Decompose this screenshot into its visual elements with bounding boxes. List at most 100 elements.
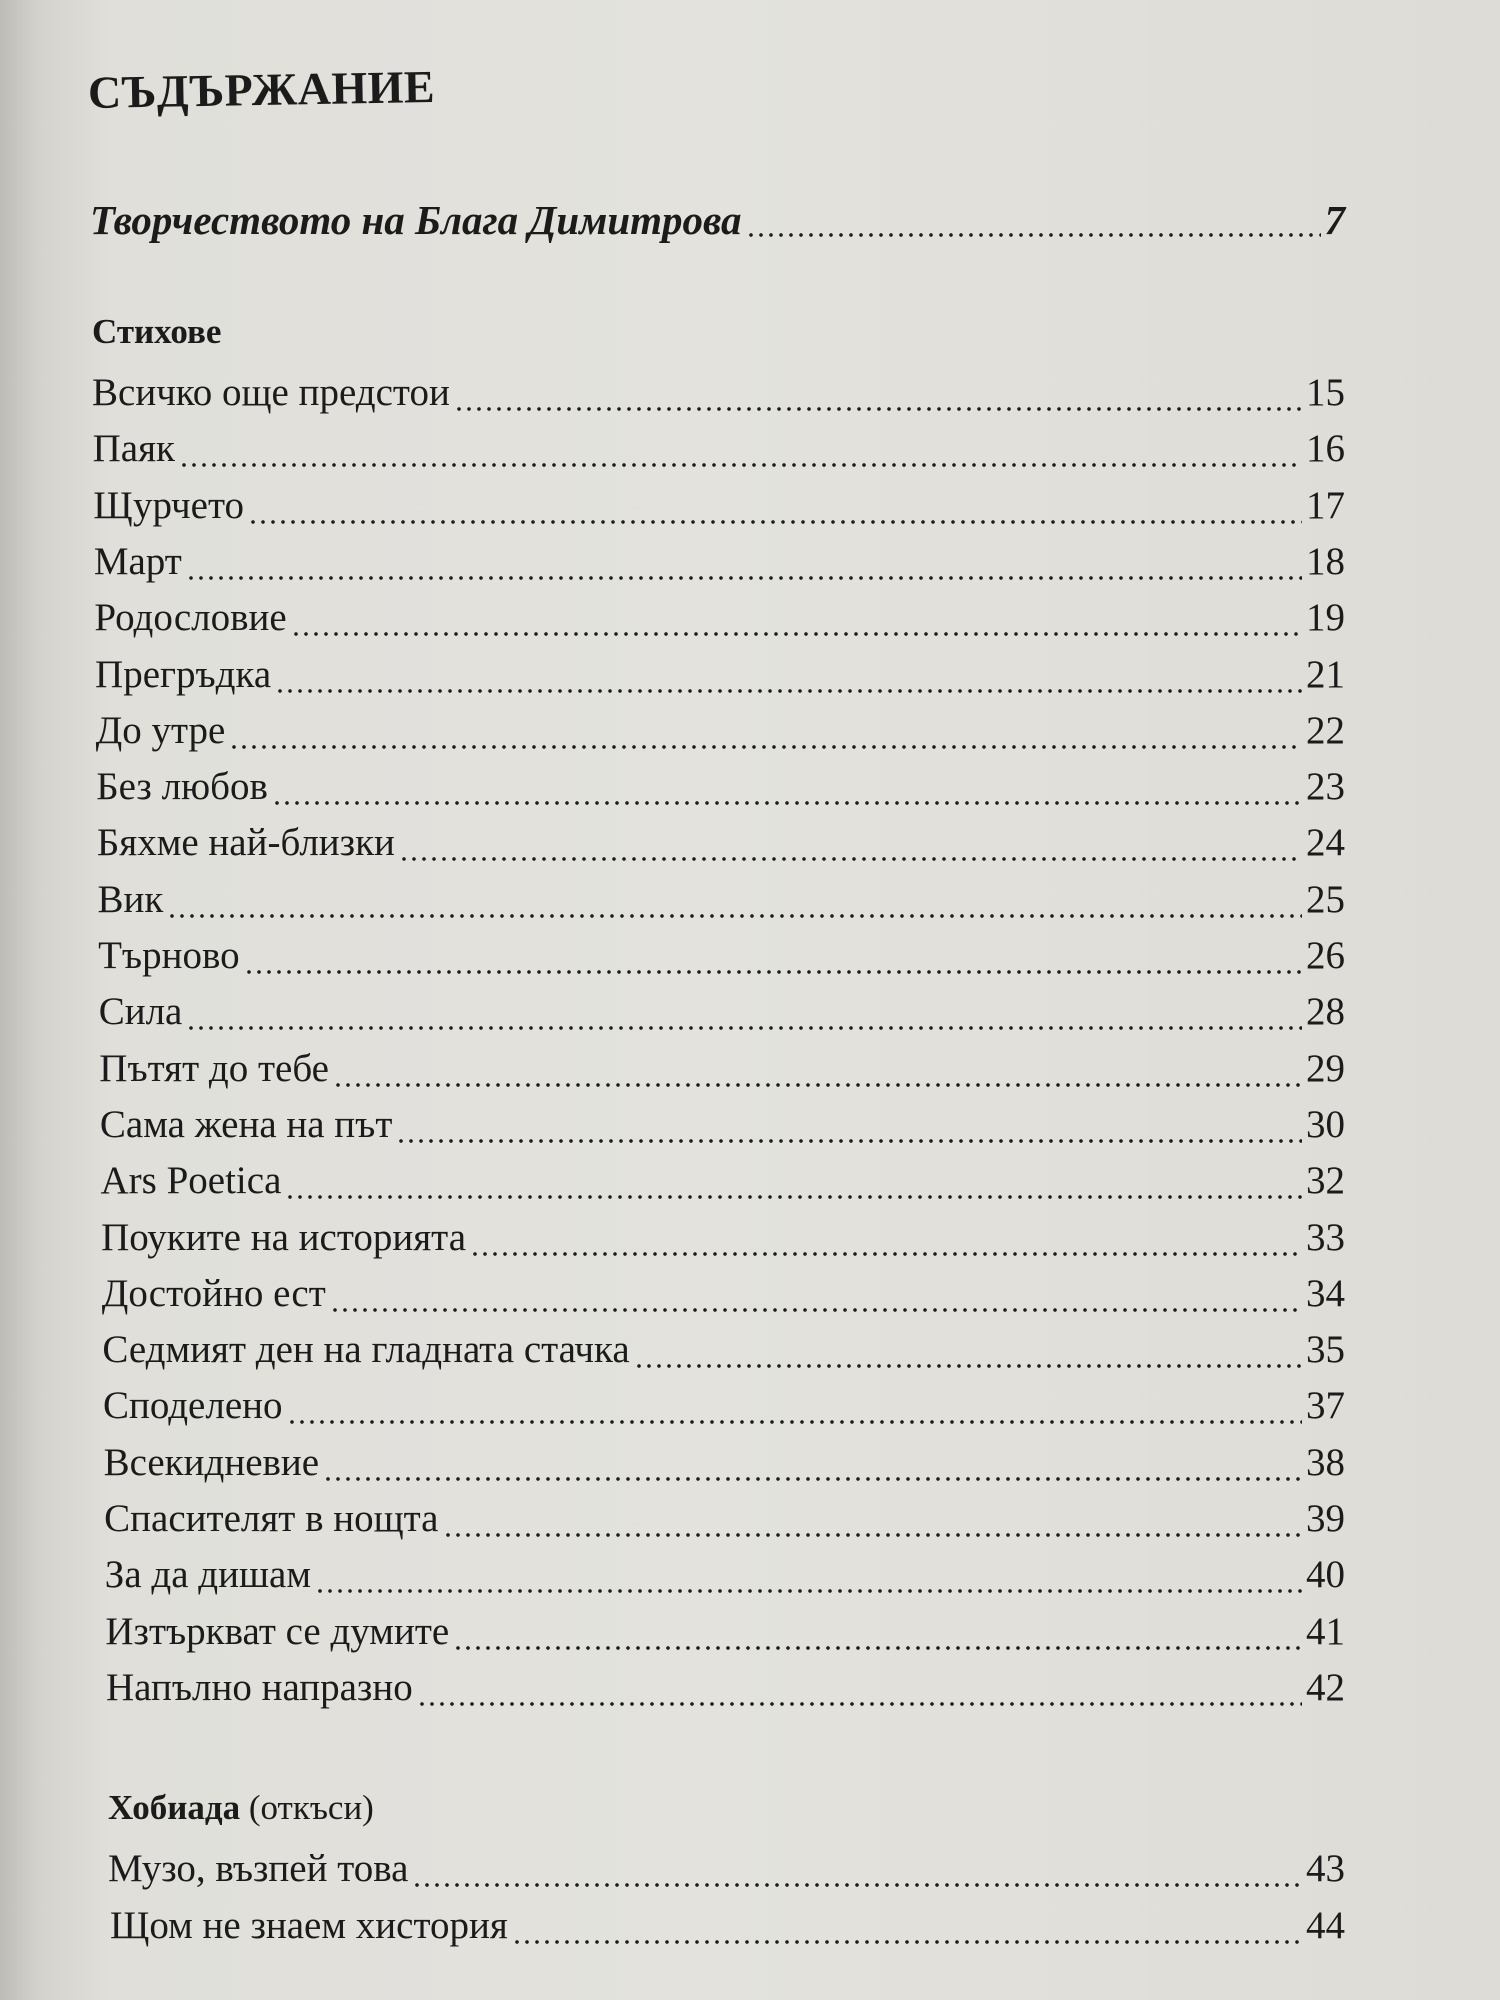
dot-leader <box>398 856 1302 863</box>
entry-title: Ars Poetica <box>100 1159 282 1203</box>
dot-leader <box>167 912 1302 919</box>
toc-entry: Спасителят в нощта 39 <box>104 1496 1345 1548</box>
entry-page: 24 <box>1305 821 1345 865</box>
dot-leader <box>290 631 1302 638</box>
entry-title: Щурчето <box>93 483 245 527</box>
toc-entry: Вик 25 <box>97 877 1345 929</box>
dot-leader <box>178 462 1302 469</box>
entry-title: Сила <box>98 990 183 1034</box>
dot-leader <box>453 406 1302 412</box>
entry-page: 33 <box>1305 1215 1345 1259</box>
entry-title: Щом не знаем хистория <box>110 1904 508 1947</box>
toc-entry: Пътят до тебе 29 <box>99 1046 1345 1098</box>
toc-entry: Музо, възпей това 43 <box>108 1846 1345 1898</box>
entry-title: Достойно ест <box>101 1271 326 1315</box>
entry-title: До утре <box>95 708 226 752</box>
entry-page: 37 <box>1305 1384 1345 1428</box>
entry-page: 34 <box>1305 1271 1345 1315</box>
entry-title: Напълно напразно <box>106 1665 413 1709</box>
entry-page: 44 <box>1306 1904 1345 1947</box>
entry-title: Творчеството на Блага Димитрова <box>90 197 742 243</box>
dot-leader <box>453 1644 1302 1651</box>
dot-leader <box>229 743 1302 750</box>
toc-entry: Напълно напразно 42 <box>106 1665 1345 1717</box>
dot-leader <box>329 1306 1302 1313</box>
toc-entry: Родословие 19 <box>94 595 1345 647</box>
toc-entry: Търново 26 <box>98 933 1345 985</box>
entry-page: 26 <box>1305 934 1345 977</box>
toc-entry: Сила 28 <box>99 989 1345 1041</box>
dot-leader <box>745 232 1321 238</box>
dot-leader <box>396 1137 1302 1144</box>
dot-leader <box>285 1194 1302 1201</box>
entry-page: 17 <box>1305 483 1345 527</box>
entry-title: Спасителят в нощта <box>104 1497 439 1540</box>
entry-title: Музо, възпей това <box>108 1847 409 1890</box>
entry-page: 32 <box>1305 1159 1345 1203</box>
dot-leader <box>248 518 1302 525</box>
entry-title: Пътят до тебе <box>99 1046 329 1090</box>
entry-page: 42 <box>1306 1665 1345 1709</box>
entry-title: Търново <box>98 934 240 977</box>
entry-page: 16 <box>1305 427 1345 471</box>
toc-entry: Поуките на историята 33 <box>101 1215 1345 1267</box>
section-heading: Стихове <box>92 312 221 352</box>
entry-page: 29 <box>1305 1046 1345 1090</box>
toc-entry: Паяк 16 <box>93 426 1345 478</box>
entry-page: 25 <box>1305 877 1345 921</box>
dot-leader <box>185 574 1302 581</box>
dot-leader <box>470 1250 1302 1257</box>
entry-title: Всичко още предстои <box>92 371 450 414</box>
entry-title: Споделено <box>102 1384 283 1428</box>
dot-leader <box>442 1532 1302 1538</box>
entry-title: Вик <box>97 877 164 921</box>
entry-title: Сама жена на път <box>99 1102 393 1146</box>
entry-title: Бяхме най-близки <box>96 821 395 865</box>
section-heading-text: Хобиада <box>108 1788 241 1827</box>
section-heading-text: Стихове <box>92 312 222 351</box>
dot-leader <box>511 1939 1302 1945</box>
toc-entry: Прегръдка 21 <box>95 652 1345 704</box>
entry-title: Поуките на историята <box>101 1215 467 1259</box>
dot-leader <box>186 1025 1302 1032</box>
toc-entry: Сама жена на път 30 <box>100 1102 1345 1154</box>
toc-entry: До утре 22 <box>96 708 1345 760</box>
entry-page: 7 <box>1324 197 1346 243</box>
entry-page: 39 <box>1305 1497 1345 1540</box>
section-heading-suffix: (откъси) <box>248 1788 374 1827</box>
page-title: СЪДЪРЖАНИЕ <box>87 60 436 118</box>
toc-entry: Щом не знаем хистория 44 <box>110 1903 1345 1955</box>
toc-entry: Щурчето 17 <box>93 483 1345 535</box>
entry-page: 22 <box>1305 708 1345 752</box>
dot-leader <box>243 969 1302 975</box>
entry-page: 43 <box>1306 1847 1345 1890</box>
entry-title: Без любов <box>96 765 268 809</box>
entry-page: 19 <box>1305 596 1345 640</box>
entry-page: 41 <box>1305 1609 1345 1653</box>
dot-leader <box>323 1475 1302 1482</box>
entry-page: 15 <box>1306 371 1345 414</box>
toc-entry: За да дишам 40 <box>105 1552 1345 1604</box>
toc-entry: Март 18 <box>94 539 1345 591</box>
entry-page: 30 <box>1305 1102 1345 1146</box>
toc-entry: Седмият ден на гладната стачка 35 <box>102 1327 1345 1379</box>
entry-title: Паяк <box>92 427 175 471</box>
entry-title: Прегръдка <box>95 652 272 696</box>
toc-entry: Всекидневие 38 <box>104 1440 1345 1492</box>
toc-entry: Споделено 37 <box>103 1383 1345 1435</box>
entry-page: 38 <box>1305 1440 1345 1484</box>
entry-page: 28 <box>1305 990 1345 1034</box>
entry-page: 18 <box>1305 539 1345 583</box>
toc-entry: Бяхме най-близки 24 <box>97 820 1345 872</box>
entry-title: Всекидневие <box>103 1440 320 1484</box>
toc-entry: Изтъркват се думите 41 <box>105 1609 1345 1661</box>
entry-title: Седмият ден на гладната стачка <box>102 1328 630 1372</box>
toc-entry: Ars Poetica 32 <box>101 1158 1345 1210</box>
entry-title: За да дишам <box>104 1553 312 1597</box>
dot-leader <box>275 687 1302 694</box>
entry-page: 21 <box>1305 652 1345 696</box>
dot-leader <box>271 800 1302 807</box>
entry-title: Март <box>93 539 182 583</box>
toc-entry: Достойно ест 34 <box>102 1271 1345 1323</box>
